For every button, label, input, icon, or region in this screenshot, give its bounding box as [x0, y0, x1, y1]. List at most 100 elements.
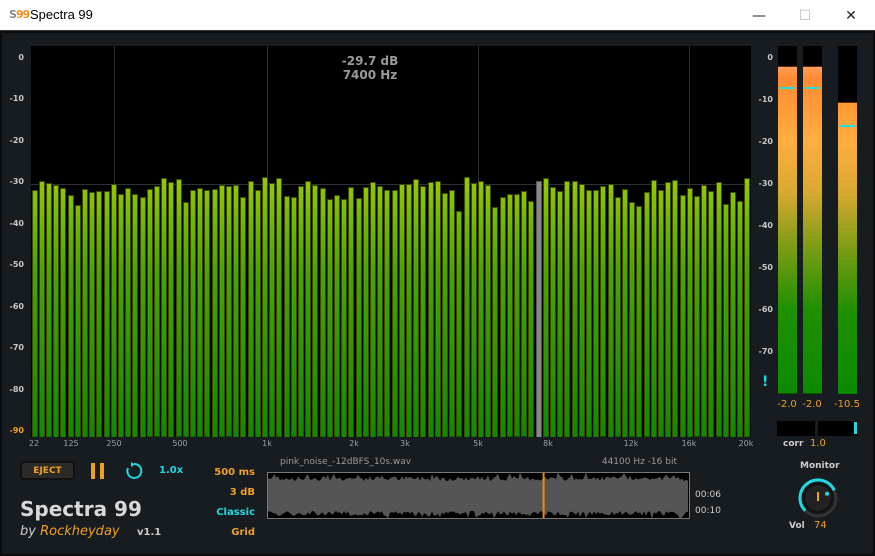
volume-knob[interactable] — [797, 477, 839, 519]
spectrum-bar[interactable] — [197, 188, 204, 437]
spectrum-bar[interactable] — [290, 197, 297, 437]
spectrum-bar[interactable] — [38, 181, 45, 437]
spectrum-bar[interactable] — [204, 190, 211, 437]
spectrum-bar[interactable] — [621, 188, 628, 437]
spectrum-bar[interactable] — [45, 183, 52, 437]
spectrum-bar[interactable] — [312, 184, 319, 437]
spectrum-bar[interactable] — [348, 186, 355, 437]
spectrum-bar[interactable] — [161, 178, 168, 437]
spectrum-bar[interactable] — [722, 203, 729, 437]
spectrum-bar[interactable] — [701, 185, 708, 437]
spectrum-bar[interactable] — [686, 188, 693, 437]
spectrum-bar[interactable] — [283, 196, 290, 437]
spectrum-bar[interactable] — [168, 181, 175, 437]
step-option[interactable]: 3 dB — [229, 487, 255, 498]
spectrum-bar[interactable] — [405, 183, 412, 437]
spectrum-bar[interactable] — [420, 185, 427, 437]
spectrum-bar[interactable] — [326, 198, 333, 437]
style-option[interactable]: Classic — [216, 507, 255, 518]
spectrum-bar[interactable] — [297, 186, 304, 437]
spectrum-bar[interactable] — [427, 181, 434, 437]
spectrum-bar[interactable] — [585, 189, 592, 437]
spectrum-bar[interactable] — [175, 179, 182, 437]
spectrum-bar[interactable] — [319, 188, 326, 437]
grid-option[interactable]: Grid — [231, 527, 255, 538]
minimize-button[interactable]: — — [752, 7, 766, 24]
spectrum-bar[interactable] — [225, 186, 232, 437]
spectrum-bar[interactable] — [384, 190, 391, 437]
spectrum-bar[interactable] — [578, 184, 585, 437]
spectrum-bar[interactable] — [53, 184, 60, 437]
spectrum-bar[interactable] — [218, 185, 225, 437]
spectrum-bar[interactable] — [67, 195, 74, 437]
spectrum-bar[interactable] — [240, 196, 247, 437]
spectrum-bar[interactable] — [557, 191, 564, 437]
spectrum-bar[interactable] — [593, 189, 600, 437]
speed-button[interactable]: 1.0x — [159, 465, 184, 476]
spectrum-bar[interactable] — [513, 194, 520, 437]
spectrum-bar[interactable] — [470, 183, 477, 437]
spectrum-bar[interactable] — [398, 183, 405, 437]
spectrum-bar[interactable] — [564, 181, 571, 437]
spectrum-bar[interactable] — [477, 180, 484, 437]
spectrum-bar[interactable] — [506, 194, 513, 437]
window-size-option[interactable]: 500 ms — [214, 467, 255, 478]
spectrum-bar[interactable] — [74, 205, 81, 437]
spectrum-bar[interactable] — [499, 196, 506, 437]
spectrum-bar[interactable] — [247, 181, 254, 437]
spectrum-bar[interactable] — [636, 205, 643, 437]
spectrum-bar[interactable] — [679, 194, 686, 437]
spectrum-bar[interactable] — [355, 198, 362, 437]
spectrum-bar[interactable] — [729, 191, 736, 437]
spectrum-bar[interactable] — [643, 192, 650, 437]
spectrum-bar[interactable] — [413, 179, 420, 437]
spectrum-bar[interactable] — [528, 200, 535, 437]
spectrum-bar[interactable] — [254, 189, 261, 437]
spectrum-bar[interactable] — [153, 186, 160, 437]
spectrum-bar[interactable] — [571, 181, 578, 437]
spectrum-bar-selected[interactable] — [535, 181, 542, 437]
spectrum-bar[interactable] — [614, 197, 621, 437]
spectrum-bar[interactable] — [233, 184, 240, 437]
spectrum-bar[interactable] — [650, 179, 657, 437]
spectrum-bar[interactable] — [269, 183, 276, 437]
close-button[interactable]: ✕ — [845, 7, 857, 24]
spectrum-bar[interactable] — [125, 188, 132, 437]
spectrum-bar[interactable] — [81, 188, 88, 437]
spectrum-bar[interactable] — [600, 186, 607, 437]
spectrum-bar[interactable] — [96, 190, 103, 437]
pause-button[interactable] — [91, 463, 105, 479]
spectrum-bar[interactable] — [182, 202, 189, 437]
spectrum-bar[interactable] — [542, 178, 549, 437]
loop-button[interactable] — [124, 461, 144, 481]
spectrum-bar[interactable] — [485, 184, 492, 437]
spectrum-bar[interactable] — [139, 196, 146, 437]
spectrum-bar[interactable] — [89, 191, 96, 437]
spectrum-bar[interactable] — [629, 202, 636, 437]
spectrum-bar[interactable] — [31, 190, 38, 437]
playhead[interactable] — [542, 473, 545, 518]
spectrum-bar[interactable] — [492, 206, 499, 437]
spectrum-plot[interactable] — [31, 46, 751, 437]
spectrum-bar[interactable] — [369, 181, 376, 437]
spectrum-bar[interactable] — [665, 181, 672, 437]
waveform-seek[interactable] — [267, 472, 690, 519]
spectrum-bar[interactable] — [60, 187, 67, 437]
spectrum-bar[interactable] — [463, 176, 470, 437]
spectrum-bar[interactable] — [715, 182, 722, 437]
spectrum-bar[interactable] — [132, 193, 139, 437]
spectrum-bar[interactable] — [657, 190, 664, 437]
spectrum-bar[interactable] — [441, 193, 448, 437]
spectrum-bar[interactable] — [377, 186, 384, 437]
spectrum-bar[interactable] — [744, 178, 751, 437]
spectrum-bar[interactable] — [333, 195, 340, 437]
spectrum-bar[interactable] — [362, 187, 369, 437]
spectrum-bar[interactable] — [693, 196, 700, 437]
spectrum-bar[interactable] — [391, 190, 398, 437]
eject-button[interactable]: EJECT — [20, 461, 75, 480]
spectrum-bar[interactable] — [261, 176, 268, 437]
spectrum-bar[interactable] — [117, 193, 124, 437]
author-link[interactable]: Rockheyday — [40, 524, 120, 539]
maximize-button[interactable]: ☐ — [798, 7, 812, 24]
spectrum-bar[interactable] — [146, 189, 153, 437]
